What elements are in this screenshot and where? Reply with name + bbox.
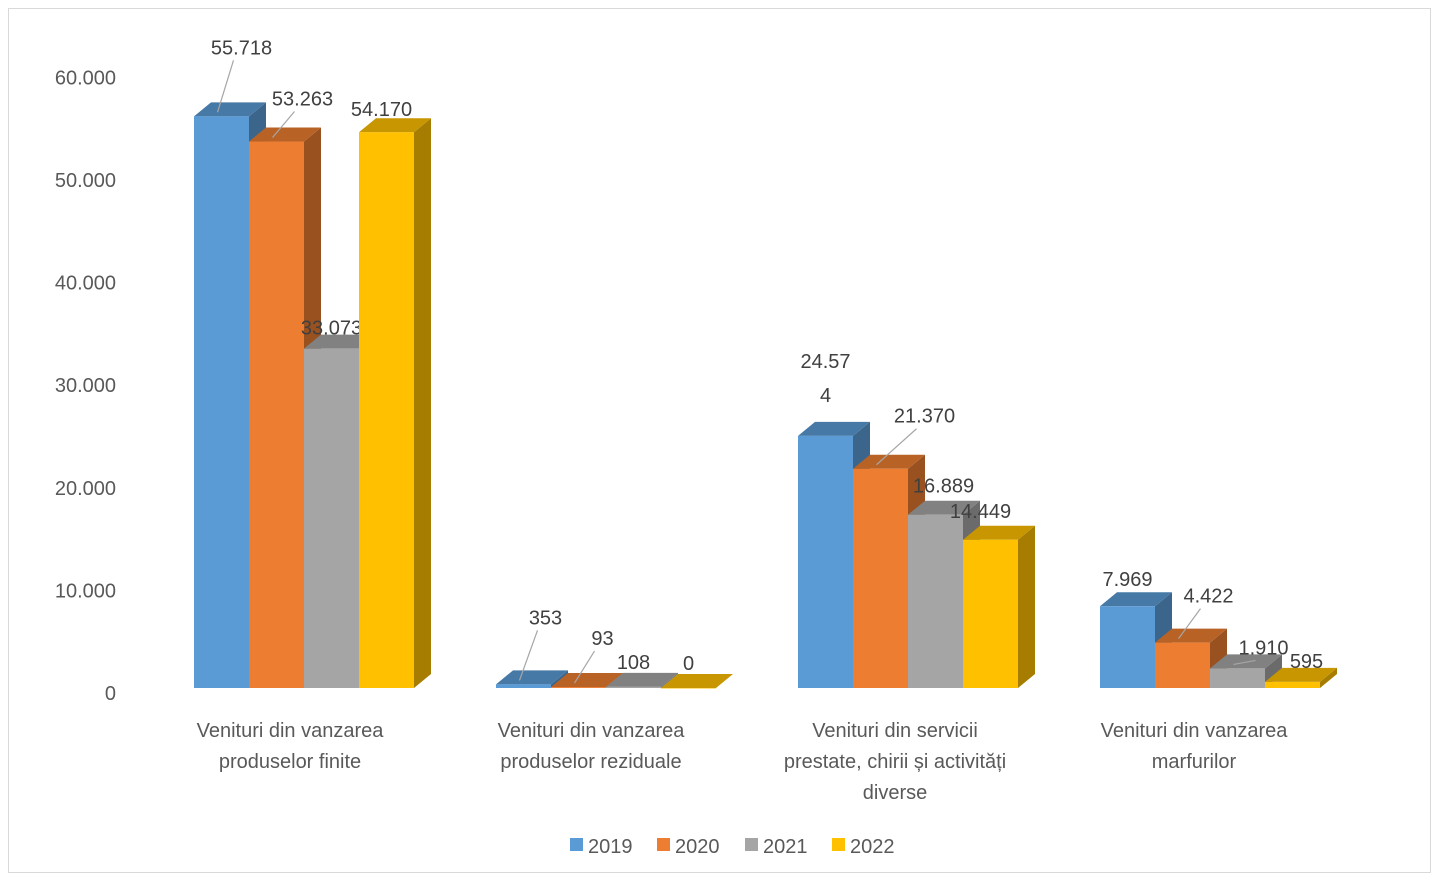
bar-top-face <box>1265 667 1337 682</box>
bar-top-face <box>496 670 568 685</box>
bar-top-face <box>963 525 1035 540</box>
bar-2022 <box>1265 681 1320 688</box>
bar-2020 <box>551 687 606 688</box>
bar-2020 <box>853 468 908 688</box>
data-label: 1.910 <box>1238 637 1288 659</box>
bar-top-face <box>661 674 733 688</box>
bar-side-face <box>414 118 431 688</box>
bar-2022 <box>963 539 1018 688</box>
bar-side-face <box>661 672 678 688</box>
bar-top-face <box>359 118 431 133</box>
category-label: marfurilor <box>1152 751 1237 773</box>
data-label: 7.969 <box>1102 569 1152 591</box>
data-label: 4 <box>820 385 831 407</box>
bar-side-face <box>1018 525 1035 688</box>
bar-2021 <box>606 686 661 688</box>
category-label: produselor reziduale <box>500 751 681 773</box>
legend-label: 2022 <box>850 836 895 858</box>
data-label: 33.073 <box>301 318 362 340</box>
bar-top-face <box>194 102 266 117</box>
category-group: 55.718 53.263 33.073 54.170 <box>194 37 431 689</box>
data-label: 55.718 <box>211 37 272 59</box>
y-tick-label: 20.000 <box>55 478 116 500</box>
data-label: 108 <box>617 652 650 674</box>
bar-2021 <box>304 348 359 688</box>
bar-2019 <box>194 116 249 689</box>
category-label: Venituri din servicii <box>812 720 978 742</box>
bar-top-face <box>908 500 980 515</box>
category-label: Venituri din vanzarea <box>498 720 686 742</box>
bar-2020 <box>1155 642 1210 688</box>
legend-label: 2021 <box>763 836 808 858</box>
data-label-leader <box>216 60 235 113</box>
bar-top-face <box>606 672 678 687</box>
bar-top-face <box>249 127 321 142</box>
y-tick-label: 10.000 <box>55 580 116 602</box>
category-label: prestate, chirii și activități <box>784 751 1006 773</box>
bar-2019 <box>1100 606 1155 688</box>
bar-top-face <box>1155 628 1227 643</box>
y-tick-label: 40.000 <box>55 273 116 295</box>
legend-swatch-2021 <box>745 838 758 851</box>
bar-top-face <box>798 421 870 436</box>
y-tick-label: 30.000 <box>55 375 116 397</box>
data-label: 24.57 <box>800 351 850 373</box>
data-label: 53.263 <box>272 89 333 111</box>
bar-2021 <box>1210 668 1265 688</box>
bar-top-face <box>304 334 376 349</box>
category-label: Venituri din vanzarea <box>1101 720 1289 742</box>
y-tick-label: 50.000 <box>55 170 116 192</box>
data-label: 4.422 <box>1183 586 1233 608</box>
data-label: 14.449 <box>950 501 1011 523</box>
data-label: 353 <box>529 607 562 629</box>
bar-2022 <box>661 688 716 689</box>
data-label-leader <box>1233 659 1256 665</box>
y-tick-label: 0 <box>105 683 116 705</box>
category-group: 24.57 4 21.370 16.889 14.449 <box>798 351 1035 688</box>
data-label: 93 <box>591 628 613 650</box>
data-label: 54.170 <box>351 99 412 121</box>
data-label-leader <box>518 630 539 681</box>
category-label: Venituri din vanzarea <box>197 720 385 742</box>
bar-top-face <box>1100 592 1172 607</box>
data-label: 595 <box>1290 651 1323 673</box>
legend-swatch-2019 <box>570 838 583 851</box>
bar-2020 <box>249 141 304 689</box>
bar-side-face <box>1320 667 1337 688</box>
category-label: produselor finite <box>219 751 361 773</box>
y-tick-label: 60.000 <box>55 67 116 89</box>
data-label-leader <box>1178 608 1201 639</box>
bar-2019 <box>798 435 853 688</box>
legend-label: 2020 <box>675 836 720 858</box>
bar-top-face <box>853 454 925 469</box>
legend-swatch-2022 <box>832 838 845 851</box>
bar-2019 <box>496 684 551 688</box>
data-label: 16.889 <box>913 476 974 498</box>
data-label: 21.370 <box>894 406 955 428</box>
bar-top-face <box>1210 654 1282 669</box>
bar-top-face <box>551 673 623 688</box>
data-label-leader <box>573 650 596 684</box>
bar-2022 <box>359 132 414 688</box>
legend-label: 2019 <box>588 836 633 858</box>
bar-2021 <box>908 514 963 688</box>
data-label-leader <box>876 428 917 466</box>
data-label: 0 <box>683 653 694 675</box>
data-label-leader <box>272 111 295 138</box>
legend-swatch-2020 <box>657 838 670 851</box>
category-label: diverse <box>863 782 927 804</box>
